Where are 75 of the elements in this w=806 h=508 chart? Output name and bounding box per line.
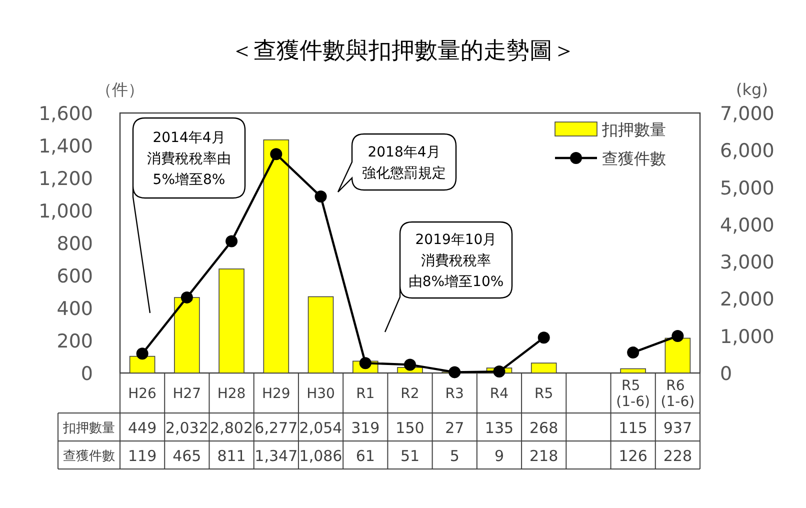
data-label: 228	[663, 447, 692, 465]
point	[404, 358, 416, 371]
point	[136, 348, 148, 360]
x-tick-label: R5 (1-6)	[616, 378, 650, 410]
y-axis-title: （件）	[96, 80, 144, 99]
data-label: 135	[484, 419, 514, 437]
data-label: 6,277	[254, 419, 298, 437]
point	[672, 330, 684, 342]
y-tick-label: 1,600	[38, 103, 93, 125]
data-label: 27	[445, 419, 464, 437]
x-tick-label: H27	[172, 386, 202, 402]
y2-tick-label: 7,000	[720, 103, 774, 125]
y2-tick-label: 3,000	[720, 252, 774, 274]
point	[226, 235, 238, 248]
y2-tick-label: 5,000	[720, 177, 774, 200]
data-label: 150	[396, 419, 424, 437]
y2-tick-label: 4,000	[720, 214, 774, 236]
data-label: 449	[128, 419, 157, 437]
point	[627, 346, 640, 359]
x-tick-label: H30	[306, 386, 335, 402]
data-label: 937	[663, 419, 692, 437]
data-label: 811	[217, 447, 246, 465]
y-tick-label: 0	[80, 363, 93, 385]
data-label: 2,802	[210, 419, 254, 437]
data-label: 5	[450, 447, 460, 465]
y-tick-label: 600	[56, 266, 93, 288]
x-tick-label: R2	[400, 386, 420, 402]
data-label: 51	[400, 447, 420, 465]
data-label: 268	[530, 419, 558, 437]
point	[180, 291, 193, 304]
data-label: 465	[172, 447, 202, 465]
y-tick-label: 800	[56, 233, 93, 255]
data-label: 319	[351, 419, 380, 437]
x-tick-label: R3	[445, 386, 464, 402]
data-label: 115	[618, 419, 648, 437]
point	[359, 357, 372, 370]
y-tick-label: 1,200	[38, 168, 93, 190]
annotation: 2018年4月強化懲罰規定	[362, 144, 446, 182]
annotation: 2014年4月消費稅稅率由5%增至8%	[147, 130, 231, 188]
y-tick-label: 400	[56, 298, 93, 320]
data-label: 1,086	[299, 447, 342, 465]
text: 扣押數量	[63, 421, 115, 436]
legend-label: 查獲件數	[602, 149, 666, 168]
data-label: 2,054	[299, 419, 342, 437]
data-label: 9	[494, 447, 504, 465]
point	[493, 366, 506, 378]
legend-label: 扣押數量	[601, 120, 666, 139]
data-label: 218	[530, 447, 558, 465]
point	[270, 148, 282, 160]
annotation: 2019年10月消費稅稅率由8%增至10%	[408, 232, 504, 290]
y-tick-label: 1,000	[38, 200, 93, 222]
x-tick-label: R4	[490, 386, 509, 402]
text: 查獲件數	[63, 449, 115, 464]
data-label: 1,347	[254, 447, 298, 465]
point	[448, 366, 461, 378]
data-label: 61	[356, 447, 375, 465]
chart-title: ＜查獲件數與扣押數量的走勢圖＞	[230, 38, 576, 64]
x-tick-label: R5	[534, 386, 554, 402]
y-tick-label: 200	[56, 330, 93, 352]
x-tick-label: H29	[262, 386, 290, 402]
point	[538, 332, 550, 344]
point	[314, 190, 327, 203]
y2-tick-label: 0	[720, 363, 732, 385]
y2-tick-label: 6,000	[720, 140, 774, 162]
data-label: 119	[128, 447, 157, 465]
y-tick-label: 1,400	[38, 136, 93, 158]
x-tick-label: H28	[217, 386, 246, 402]
data-label: 2,032	[165, 419, 208, 437]
y2-tick-label: 1,000	[720, 326, 774, 348]
y2-axis-title: (kg)	[736, 80, 768, 99]
data-label: 126	[618, 447, 648, 465]
x-tick-label: R6 (1-6)	[660, 378, 695, 410]
x-tick-label: R1	[356, 386, 375, 402]
x-tick-label: H26	[128, 386, 157, 402]
y2-tick-label: 2,000	[720, 288, 774, 311]
